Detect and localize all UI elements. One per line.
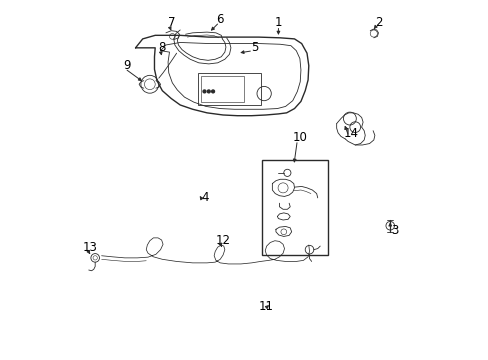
Text: 7: 7 bbox=[167, 16, 175, 29]
Text: 14: 14 bbox=[344, 127, 358, 140]
Circle shape bbox=[203, 90, 205, 93]
Circle shape bbox=[207, 90, 210, 93]
Text: 2: 2 bbox=[374, 16, 382, 29]
Bar bbox=[262, 160, 328, 255]
Text: 11: 11 bbox=[258, 300, 273, 313]
Text: 6: 6 bbox=[215, 13, 223, 26]
Text: 13: 13 bbox=[82, 241, 98, 255]
Text: 4: 4 bbox=[201, 192, 208, 204]
Text: 3: 3 bbox=[390, 224, 397, 237]
Text: 8: 8 bbox=[158, 41, 166, 54]
Text: 9: 9 bbox=[122, 59, 130, 72]
Bar bbox=[201, 76, 244, 102]
Text: 10: 10 bbox=[292, 131, 306, 144]
Circle shape bbox=[211, 90, 214, 93]
Text: 5: 5 bbox=[251, 41, 258, 54]
Text: 12: 12 bbox=[215, 234, 230, 247]
Bar bbox=[198, 73, 260, 105]
Text: 1: 1 bbox=[274, 16, 282, 29]
